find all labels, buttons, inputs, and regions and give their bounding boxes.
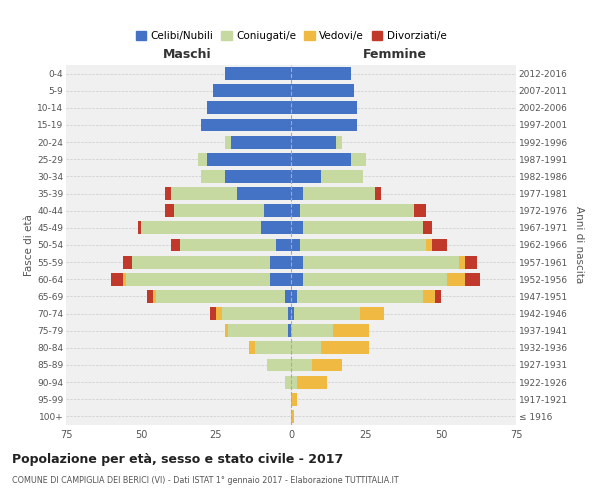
Bar bbox=[210, 307, 216, 320]
Legend: Celibi/Nubili, Coniugati/e, Vedovi/e, Divorziati/e: Celibi/Nubili, Coniugati/e, Vedovi/e, Di… bbox=[131, 27, 451, 46]
Bar bbox=[291, 410, 294, 423]
Bar bbox=[231, 136, 291, 148]
Bar bbox=[291, 307, 294, 320]
Bar bbox=[156, 290, 285, 303]
Bar bbox=[261, 222, 291, 234]
Bar bbox=[300, 238, 426, 252]
Bar bbox=[285, 376, 291, 388]
Bar bbox=[414, 204, 426, 217]
Bar bbox=[213, 84, 291, 97]
Bar bbox=[180, 238, 276, 252]
Text: Femmine: Femmine bbox=[362, 48, 427, 62]
Bar bbox=[300, 204, 414, 217]
Bar bbox=[276, 238, 291, 252]
Bar bbox=[111, 273, 123, 285]
Bar bbox=[291, 342, 321, 354]
Bar bbox=[360, 307, 384, 320]
Bar bbox=[303, 222, 423, 234]
Bar bbox=[165, 204, 174, 217]
Bar bbox=[291, 118, 357, 132]
Bar bbox=[201, 170, 225, 183]
Bar bbox=[465, 273, 480, 285]
Bar bbox=[336, 136, 342, 148]
Bar bbox=[207, 153, 291, 166]
Bar bbox=[432, 238, 447, 252]
Bar bbox=[312, 358, 342, 372]
Bar bbox=[291, 84, 354, 97]
Bar bbox=[435, 290, 441, 303]
Text: Popolazione per età, sesso e stato civile - 2017: Popolazione per età, sesso e stato civil… bbox=[12, 452, 343, 466]
Bar bbox=[459, 256, 465, 268]
Bar bbox=[225, 170, 291, 183]
Bar bbox=[267, 358, 291, 372]
Bar bbox=[237, 187, 291, 200]
Bar bbox=[291, 204, 300, 217]
Bar bbox=[423, 222, 432, 234]
Bar bbox=[291, 393, 297, 406]
Bar bbox=[171, 238, 180, 252]
Bar bbox=[291, 136, 336, 148]
Bar bbox=[138, 222, 141, 234]
Bar bbox=[321, 342, 369, 354]
Bar bbox=[303, 273, 447, 285]
Bar bbox=[465, 256, 477, 268]
Bar bbox=[285, 290, 291, 303]
Bar bbox=[165, 187, 171, 200]
Bar bbox=[423, 290, 435, 303]
Bar bbox=[297, 290, 423, 303]
Y-axis label: Anni di nascita: Anni di nascita bbox=[574, 206, 584, 284]
Bar bbox=[351, 153, 366, 166]
Bar bbox=[426, 238, 432, 252]
Bar bbox=[255, 342, 291, 354]
Text: COMUNE DI CAMPIGLIA DEI BERICI (VI) - Dati ISTAT 1° gennaio 2017 - Elaborazione : COMUNE DI CAMPIGLIA DEI BERICI (VI) - Da… bbox=[12, 476, 398, 485]
Bar bbox=[333, 324, 369, 337]
Bar bbox=[291, 153, 351, 166]
Bar bbox=[291, 170, 321, 183]
Bar bbox=[126, 273, 270, 285]
Bar bbox=[201, 118, 291, 132]
Bar bbox=[288, 307, 291, 320]
Bar bbox=[375, 187, 381, 200]
Bar bbox=[291, 222, 303, 234]
Bar bbox=[297, 376, 327, 388]
Bar bbox=[291, 358, 312, 372]
Bar bbox=[270, 273, 291, 285]
Bar bbox=[174, 204, 264, 217]
Bar bbox=[147, 290, 153, 303]
Y-axis label: Fasce di età: Fasce di età bbox=[24, 214, 34, 276]
Bar bbox=[291, 273, 303, 285]
Bar bbox=[321, 170, 363, 183]
Bar bbox=[222, 307, 288, 320]
Bar bbox=[264, 204, 291, 217]
Bar bbox=[225, 67, 291, 80]
Bar bbox=[228, 324, 288, 337]
Bar bbox=[141, 222, 261, 234]
Bar bbox=[123, 256, 132, 268]
Bar bbox=[225, 136, 231, 148]
Bar bbox=[132, 256, 270, 268]
Bar bbox=[291, 256, 303, 268]
Bar bbox=[198, 153, 207, 166]
Bar bbox=[294, 307, 360, 320]
Bar bbox=[249, 342, 255, 354]
Bar bbox=[207, 102, 291, 114]
Bar bbox=[291, 290, 297, 303]
Bar bbox=[291, 238, 300, 252]
Bar bbox=[216, 307, 222, 320]
Bar bbox=[225, 324, 228, 337]
Bar bbox=[291, 67, 351, 80]
Bar bbox=[291, 187, 303, 200]
Bar bbox=[291, 376, 297, 388]
Bar bbox=[270, 256, 291, 268]
Text: Maschi: Maschi bbox=[163, 48, 212, 62]
Bar bbox=[291, 324, 333, 337]
Bar bbox=[288, 324, 291, 337]
Bar bbox=[303, 256, 459, 268]
Bar bbox=[291, 102, 357, 114]
Bar bbox=[447, 273, 465, 285]
Bar bbox=[123, 273, 126, 285]
Bar bbox=[171, 187, 237, 200]
Bar bbox=[303, 187, 375, 200]
Bar bbox=[153, 290, 156, 303]
